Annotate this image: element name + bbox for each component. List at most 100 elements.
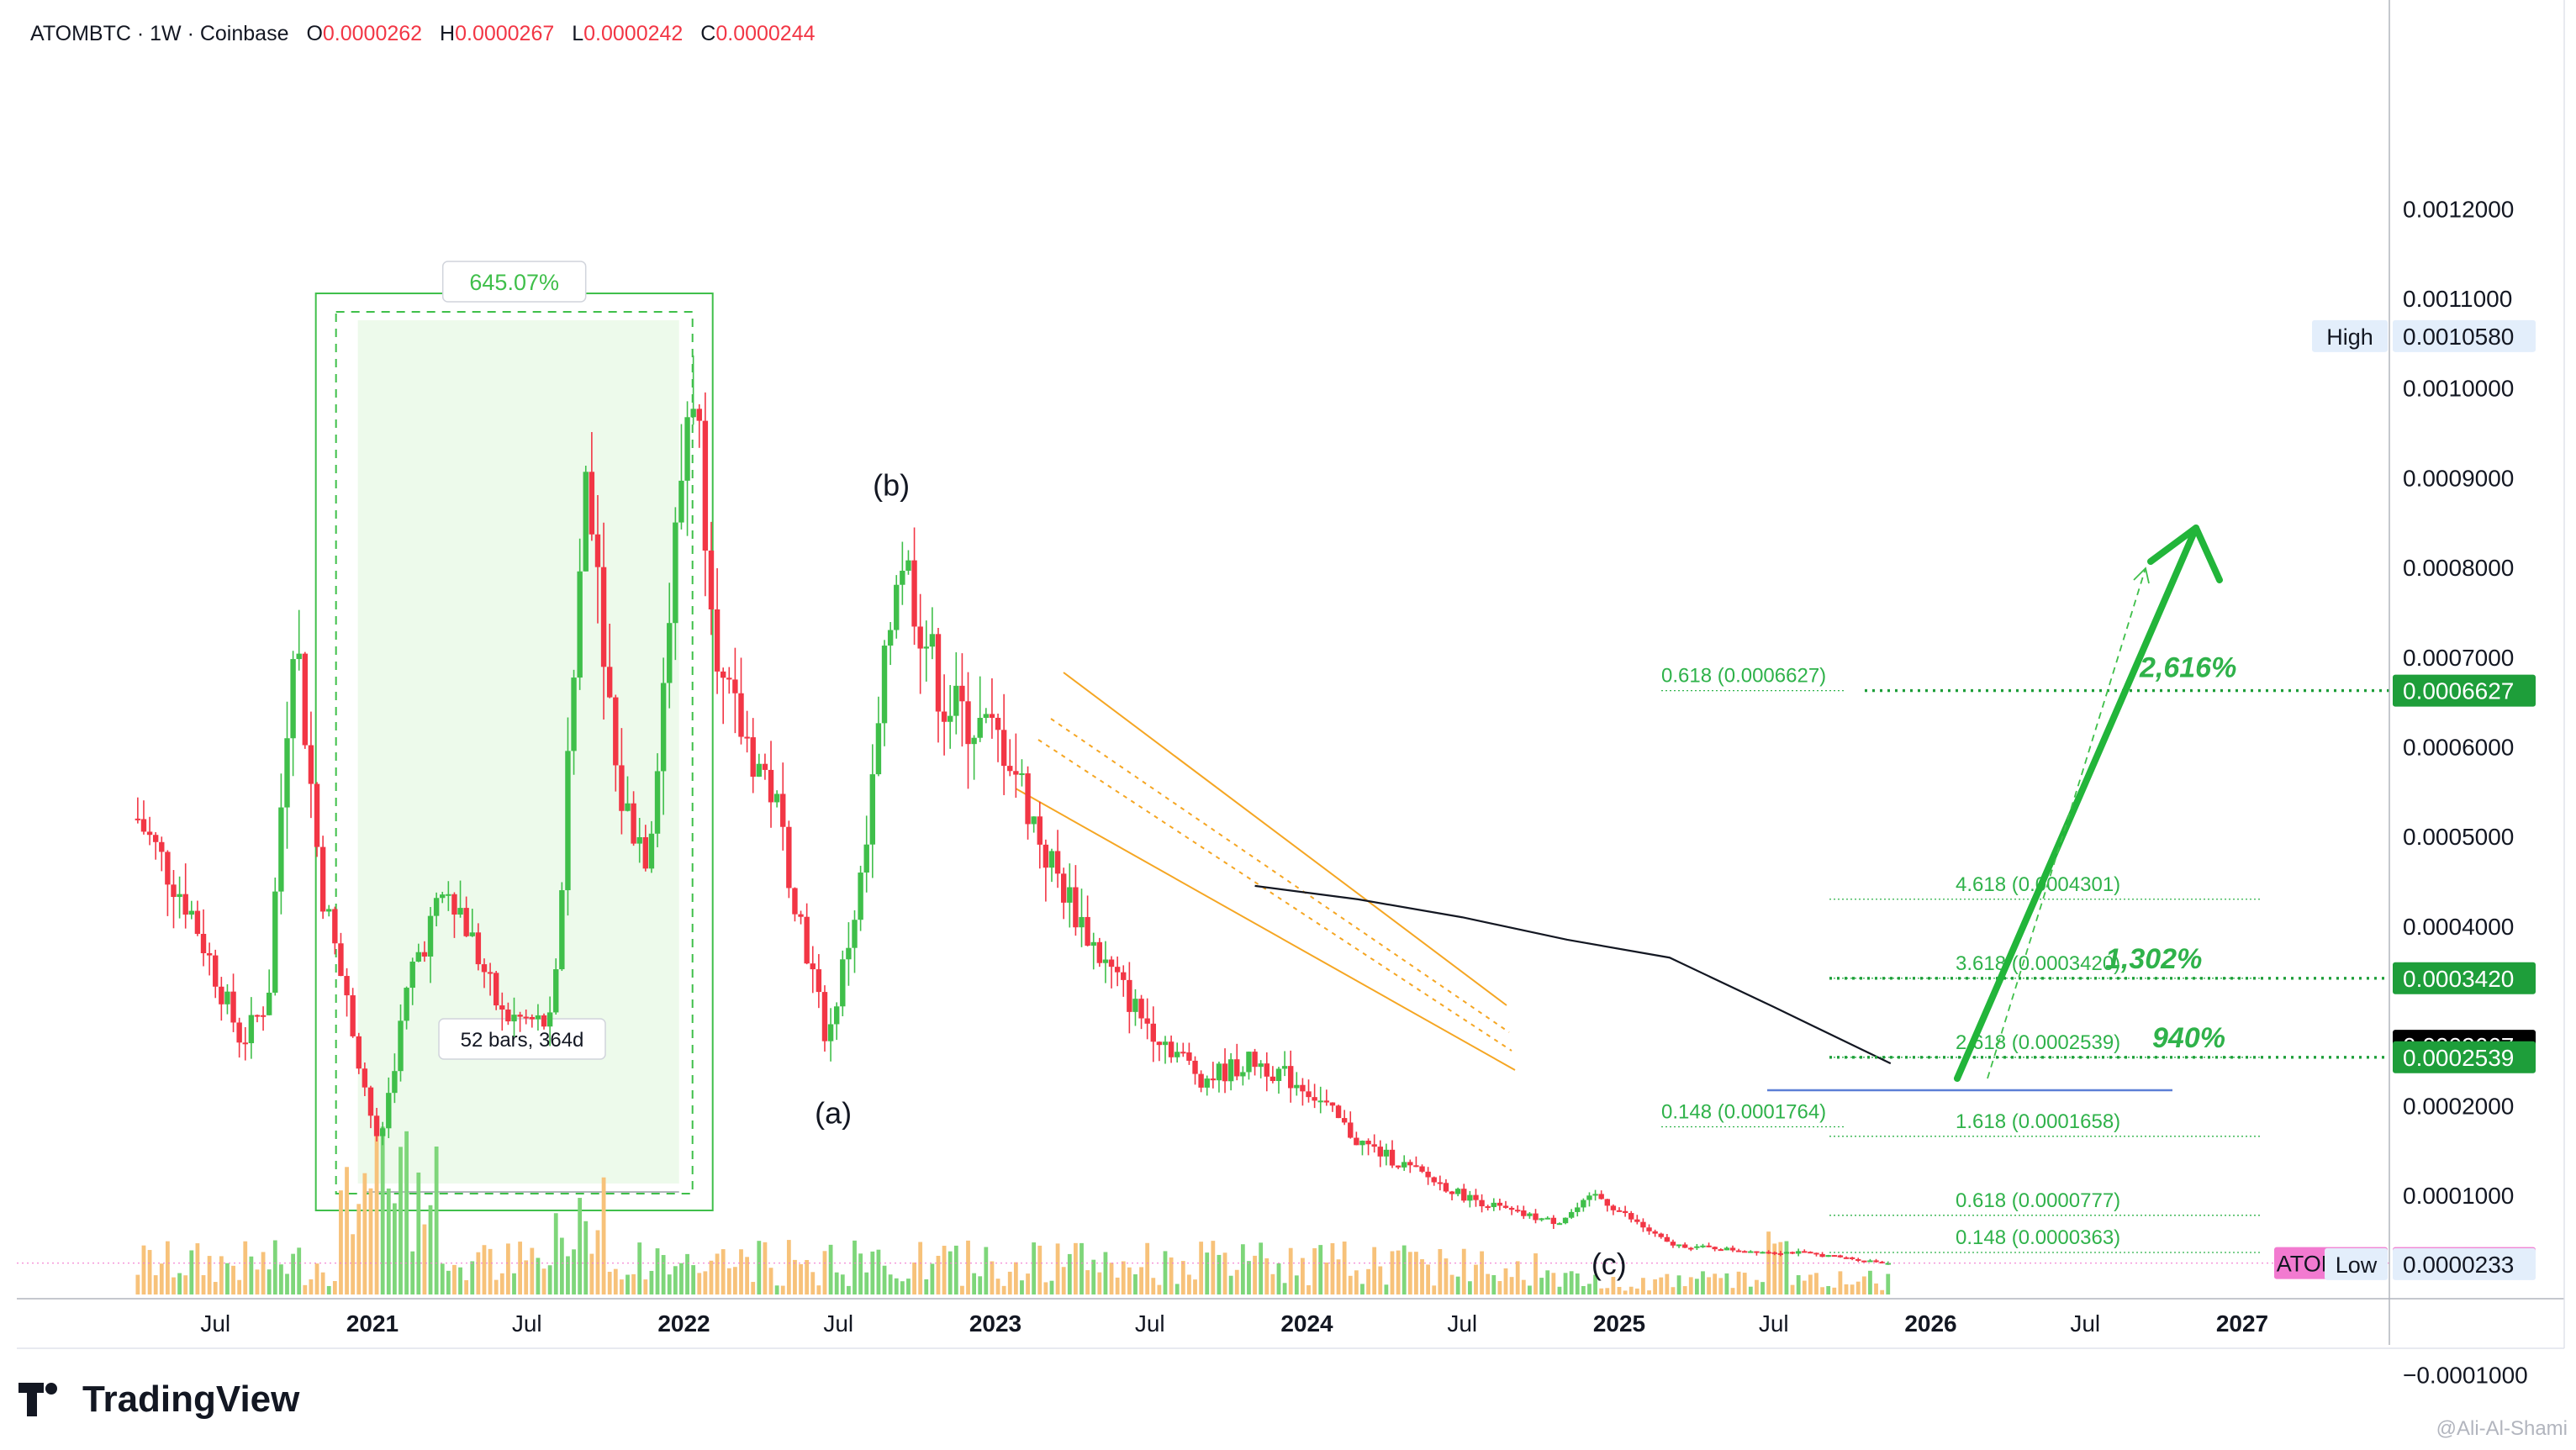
candle-body — [935, 634, 942, 712]
candle-body — [846, 947, 852, 960]
volume-bar — [559, 1237, 564, 1294]
candle-body — [1413, 1165, 1419, 1168]
candle-body — [702, 420, 709, 551]
candle-body — [1323, 1100, 1330, 1103]
candle-body — [236, 1022, 242, 1043]
candle-body — [1156, 1041, 1163, 1046]
candle-body — [1031, 816, 1037, 825]
candle-body — [206, 953, 213, 956]
volume-bar — [1180, 1261, 1185, 1294]
candle-body — [140, 819, 147, 832]
volume-bar — [1802, 1280, 1807, 1294]
volume-bar — [1521, 1279, 1526, 1294]
candle-body — [404, 988, 409, 1021]
price-tag-6: 0.0000233 — [2403, 1252, 2514, 1278]
volume-bar — [1713, 1273, 1718, 1294]
volume-bar — [810, 1272, 816, 1294]
volume-bar — [1133, 1274, 1138, 1294]
candle-body — [446, 894, 451, 896]
candle-body — [1389, 1149, 1396, 1166]
projection-arrow-head — [2147, 525, 2223, 583]
candle-body — [1473, 1194, 1479, 1200]
volume-bar — [416, 1172, 421, 1294]
volume-bar — [172, 1277, 176, 1294]
candle-body — [606, 667, 613, 698]
fib-label-right-2: 2.618 (0.0002539) — [1956, 1031, 2120, 1054]
candle-body — [242, 1042, 248, 1045]
volume-bar — [1401, 1245, 1407, 1294]
price-tick-1: 0.0011000 — [2403, 286, 2512, 312]
volume-bar — [703, 1271, 708, 1294]
candle-body — [1879, 1262, 1885, 1264]
volume-bar — [392, 1203, 397, 1294]
candle-body — [1335, 1105, 1342, 1119]
candle-body — [1760, 1252, 1766, 1254]
author-watermark: @Ali-Al-Shami — [2436, 1417, 2568, 1440]
volume-bar — [213, 1282, 218, 1294]
volume-bar — [1724, 1273, 1729, 1294]
candle-body — [1831, 1255, 1837, 1258]
volume-bar — [709, 1260, 714, 1294]
volume-bar — [1276, 1263, 1281, 1294]
volume-bar — [1354, 1270, 1359, 1294]
volume-bar — [1013, 1262, 1018, 1294]
volume-bar — [1342, 1242, 1347, 1294]
candle-body — [194, 910, 201, 934]
volume-bar — [201, 1275, 206, 1294]
candle-body — [1515, 1210, 1521, 1212]
candle-body — [1317, 1100, 1323, 1103]
candle-body — [1628, 1213, 1634, 1220]
volume-bar — [1079, 1242, 1084, 1294]
volume-bar — [595, 1230, 600, 1294]
candle-body — [1706, 1245, 1712, 1247]
volume-bar — [1020, 1280, 1024, 1294]
volume-bar — [1037, 1245, 1043, 1294]
volume-bar — [1545, 1270, 1550, 1294]
candle-body — [1795, 1251, 1802, 1254]
volume-bar — [990, 1261, 995, 1294]
volume-bar — [1850, 1284, 1855, 1294]
volume-bar — [953, 1245, 958, 1294]
fib-label-right-4: 0.618 (0.0000777) — [1956, 1189, 2120, 1212]
candle-body — [1664, 1236, 1671, 1242]
candle-body — [833, 1006, 840, 1025]
candle-body — [135, 818, 141, 820]
volume-bar — [1551, 1273, 1556, 1294]
fib-label-left-0: 0.618 (0.0006627) — [1661, 665, 1826, 688]
volume-bar — [1157, 1284, 1162, 1294]
candle-body — [1383, 1149, 1390, 1157]
measure-layer: 645.07% 52 bars, 364d — [314, 261, 714, 1211]
ohlc-high-value: 0.0000267 — [455, 22, 555, 45]
price-tag-bg-0 — [2393, 319, 2536, 352]
volume-bar — [1539, 1278, 1544, 1294]
volume-bar — [1688, 1277, 1693, 1294]
candle-body — [1748, 1251, 1754, 1253]
volume-bar — [1378, 1266, 1383, 1294]
candle-body — [1007, 766, 1013, 772]
tradingview-brand[interactable]: TradingView — [18, 1379, 299, 1421]
candle-body — [1646, 1227, 1652, 1231]
price-tick-6: 0.0006000 — [2403, 735, 2514, 761]
candle-body — [260, 1015, 267, 1017]
overlay-layer: 4.618 (0.0004301)3.618 (0.0003420)2.618 … — [17, 468, 2389, 1281]
candle-body — [451, 894, 457, 915]
price-tick-7: 0.0005000 — [2403, 824, 2514, 850]
volume-bar — [1222, 1252, 1227, 1294]
volume-bar — [1533, 1253, 1538, 1294]
candle-body — [1527, 1213, 1533, 1216]
candle-body — [1246, 1052, 1252, 1073]
candle-body — [1616, 1210, 1623, 1212]
candle-body — [1114, 967, 1121, 973]
time-tick-11: 2026 — [1904, 1310, 1956, 1337]
candle-body — [696, 409, 702, 421]
volume-bar — [1336, 1259, 1341, 1294]
candle-body — [858, 873, 863, 920]
candle-body — [356, 1036, 362, 1069]
volume-bar — [1234, 1269, 1239, 1294]
candle-body — [1521, 1210, 1527, 1216]
volume-bar — [1438, 1248, 1443, 1294]
candle-body — [894, 584, 900, 630]
volume-bar — [1282, 1283, 1287, 1294]
candle-body — [1491, 1202, 1497, 1208]
